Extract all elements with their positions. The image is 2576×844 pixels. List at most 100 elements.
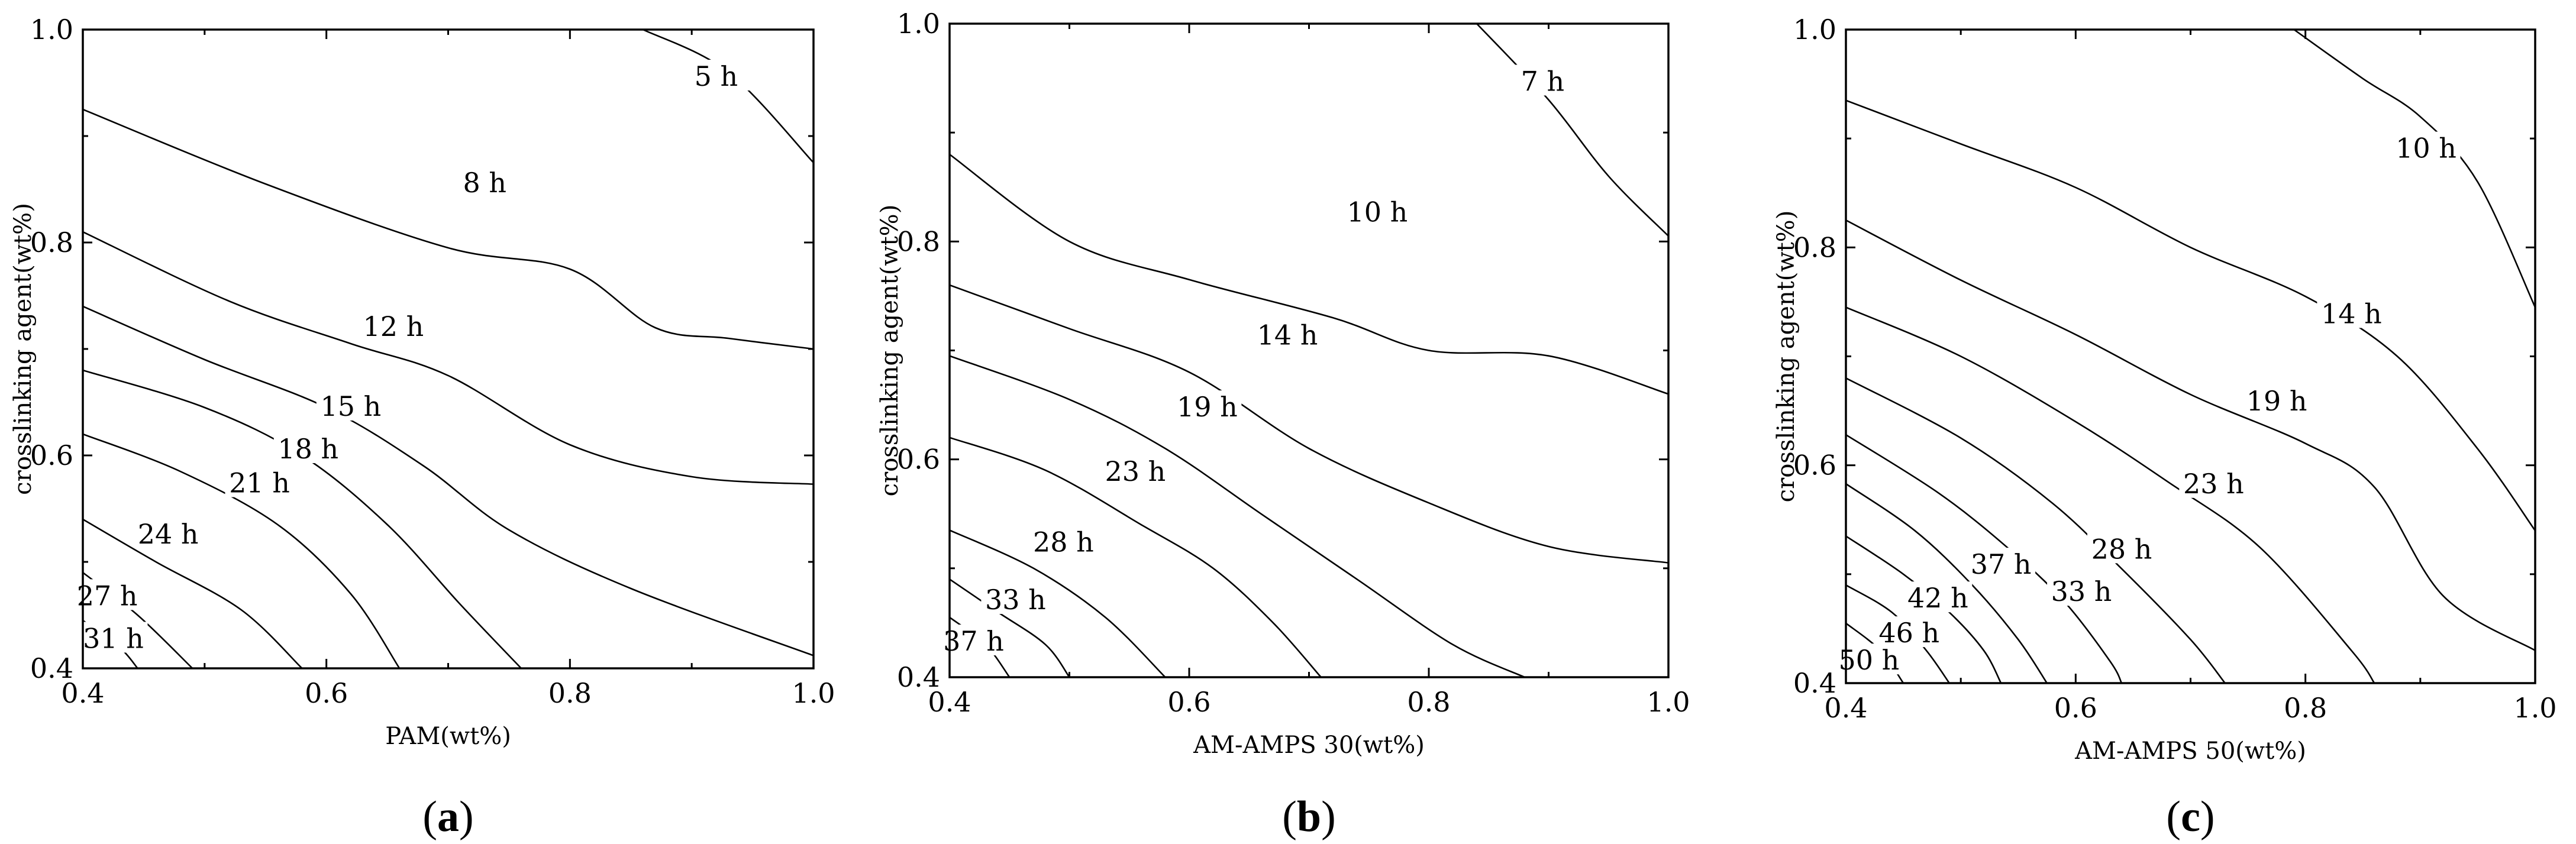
contour-label: 10 h [2396,132,2456,164]
contour-line [950,529,1166,677]
y-tick-label: 1.0 [897,8,940,40]
contour-line [950,355,1525,677]
x-tick-label: 0.6 [305,677,348,709]
y-axis-title: crosslinking agent(wt%) [1773,211,1800,503]
contour-line [83,518,303,668]
contour-label-bg [1874,616,1944,648]
contour-label-bg [939,625,1008,656]
contour-label: 46 h [1878,617,1939,649]
y-tick-label: 0.6 [897,444,940,476]
contour-label-bg [316,390,385,421]
contour-label: 24 h [138,518,199,550]
x-tick-label: 0.8 [2284,692,2327,724]
contour-label-bg [225,466,294,497]
plot-frame [82,28,815,670]
contour-label-bg [981,583,1050,615]
contour-line [950,578,1070,677]
x-axis-title: AM-AMPS 30(wt%) [1193,732,1425,759]
y-tick-label: 0.8 [897,225,940,257]
y-tick-label: 0.6 [1793,450,1836,481]
contour-label: 42 h [1907,582,1968,614]
y-tick-label: 0.4 [1793,667,1836,699]
contour-label: 5 h [695,60,738,92]
contour-line [1846,306,2375,683]
contour-label-bg [273,432,343,463]
contour-label: 10 h [1347,196,1408,228]
contour-label-bg [2087,532,2156,564]
x-tick-label: 1.0 [1647,686,1690,718]
contour-label: 31 h [83,622,144,654]
contour-line [950,436,1322,677]
contour-label-bg [2047,575,2116,606]
contour-label-bg [2242,384,2312,415]
contour-label: 23 h [2183,468,2244,500]
contour-label-bg [2391,131,2461,163]
contour-label: 28 h [2091,533,2152,565]
contour-label: 21 h [229,467,290,499]
contour-lines [950,24,1668,677]
contour-line [83,369,522,668]
panel-b: 7 h10 h14 h19 h23 h28 h33 h37 h0.4 0.6 0.8… [876,8,1690,841]
contour-line [1846,99,2535,531]
contour-label-bg [1173,390,1242,422]
contour-label: 27 h [77,580,138,612]
x-tick-label: 0.6 [1167,686,1210,718]
panel-c: 10 h 14 h 19 h 23 h 28 h 33 h 37 h42 h46 h50 h… [1773,14,2557,841]
x-tick-label: 0.4 [928,686,971,718]
x-tick-label: 0.8 [548,677,592,709]
contour-line [950,153,1668,395]
contour-label: 50 h [1838,644,1899,676]
contour-line [950,284,1668,564]
contour-label: 7 h [1521,65,1565,97]
panel-label: (b) [1282,793,1335,841]
contour-line [83,305,814,657]
x-tick-label: 0.4 [1824,692,1867,724]
x-tick-label: 0.6 [2054,692,2097,724]
contour-label-bg [1508,64,1577,96]
contour-label: 28 h [1033,526,1094,558]
panel-label: (c) [2166,793,2215,841]
contour-label-bg [73,579,142,610]
contour-line [643,30,814,163]
contour-label: 18 h [277,433,338,465]
y-tick-label: 0.4 [30,652,73,684]
contour-label-bg [682,60,751,90]
contour-lines [83,30,814,668]
contour-label: 12 h [363,311,424,342]
contour-label-bg [359,310,428,341]
contour-line [1846,219,2535,651]
contour-line [83,108,814,350]
contour-line [83,231,814,485]
contour-label-bg [1253,318,1322,350]
panel-label: (a) [422,793,473,841]
x-tick-label: 1.0 [792,677,835,709]
contour-label-bg [134,518,203,548]
contour-label-bg [1967,548,2036,579]
y-axis-title: crosslinking agent(wt%) [9,203,37,495]
panel-a: 5 h 8 h 12 h 15 h 18 h21 h 24 h27 h 31 h 0.4 0.6… [9,14,835,841]
contour-label: 15 h [320,390,381,422]
y-axis-title: crosslinking agent(wt%) [876,205,903,497]
contour-label: 33 h [985,584,1046,616]
contour-line [2293,30,2535,308]
contour-label-bg [2179,467,2248,498]
contour-label-bg [79,622,148,653]
contour-line [83,433,401,668]
contour-line [1476,24,1668,237]
x-tick-label: 0.8 [1407,686,1450,718]
contour-label-bg [1100,454,1170,486]
contour-label: 37 h [1971,548,2032,580]
contour-label: 33 h [2051,575,2112,607]
contour-label-bg [2317,297,2386,328]
contour-label-bg [1029,525,1098,557]
contour-label-bg [1903,581,1973,613]
contour-label: 8 h [463,167,506,199]
contour-label-bg [1342,195,1412,227]
y-tick-label: 0.4 [897,661,940,693]
contour-label: 14 h [1257,319,1318,351]
contour-label: 19 h [2246,385,2307,417]
contour-label: 23 h [1105,455,1166,487]
x-tick-label: 1.0 [2513,692,2556,724]
contour-line [1846,377,2226,683]
